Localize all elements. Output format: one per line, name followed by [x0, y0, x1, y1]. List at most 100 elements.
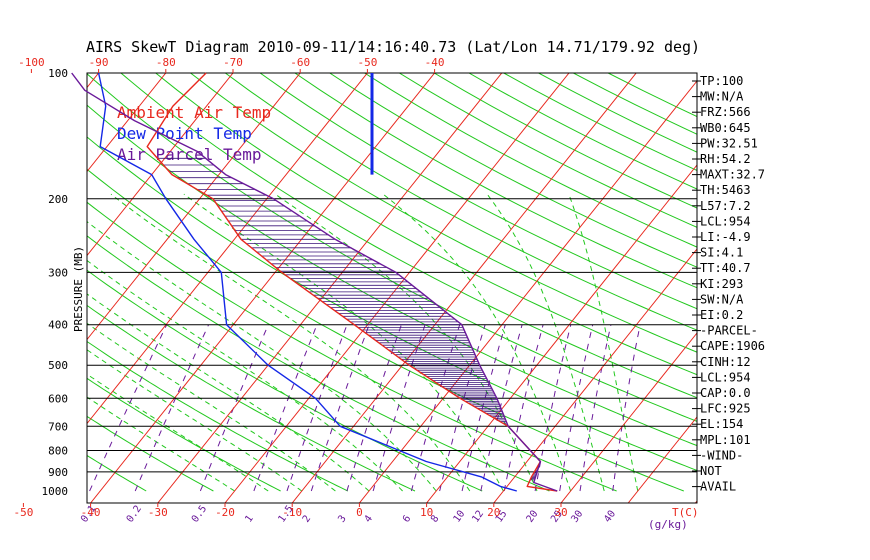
pressure-tick-label: 200 [48, 193, 68, 206]
plot-frame [86, 72, 698, 504]
index-label: -WIND- [700, 448, 743, 462]
moist-adiabat [87, 322, 336, 492]
index-label: EL:154 [700, 417, 743, 431]
top-temp-label: -70 [223, 56, 243, 69]
moist-adiabat [382, 193, 572, 492]
index-label: FRZ:566 [700, 105, 751, 119]
moist-adiabat [183, 193, 504, 492]
index-label: TP:100 [700, 74, 743, 88]
pressure-tick-label: 100 [48, 67, 68, 80]
index-label: CAP:0.0 [700, 386, 751, 400]
dry-adiabat [87, 168, 684, 492]
isotherm [426, 164, 697, 503]
mixing-ratio-line [253, 324, 318, 492]
dry-adiabat [87, 304, 416, 492]
bottom-temp-label: 0 [356, 506, 363, 519]
background-grid [0, 73, 697, 503]
legend-dew-point-temp: Dew Point Temp [117, 124, 252, 143]
index-label: SI:4.1 [700, 246, 743, 260]
mixing-ratio-label: 20 [525, 509, 541, 525]
index-label: TH:5463 [700, 183, 751, 197]
dry-adiabat [155, 73, 697, 376]
top-temp-ticks: -120-110-100-90-80-70-60-50-40 [18, 56, 445, 73]
mixing-ratio-unit: (g/kg) [648, 518, 688, 531]
top-temp-label: -100 [18, 56, 45, 69]
isotherm [87, 73, 234, 257]
dry-adiabat [87, 340, 349, 492]
pressure-tick-label: 1000 [42, 485, 69, 498]
chart-title: AIRS SkewT Diagram 2010-09-11/14:16:40.7… [86, 38, 700, 56]
isotherm [0, 73, 31, 503]
isotherm [493, 248, 697, 503]
index-label: TT:40.7 [700, 261, 751, 275]
bottom-temp-label: 30 [554, 506, 567, 519]
bottom-temp-label: -50 [13, 506, 33, 519]
index-label: NOT [700, 464, 722, 478]
isotherm [560, 332, 697, 503]
bottom-temp-label: -30 [148, 506, 168, 519]
index-label: MW:N/A [700, 90, 744, 104]
isotherm [627, 416, 697, 503]
moist-adiabat [87, 221, 437, 492]
ambient-air-temp-line [146, 72, 558, 492]
mixing-ratio-label: 4 [363, 513, 375, 524]
dry-adiabat [468, 73, 697, 190]
temp-unit-label: T(C) [672, 506, 699, 519]
index-label: RH:54.2 [700, 152, 751, 166]
mixing-ratio-line [89, 324, 168, 492]
dry-adiabat [87, 269, 483, 492]
mixing-ratio-label: 30 [569, 509, 585, 525]
bottom-temp-label: -10 [282, 506, 302, 519]
dry-adiabat [0, 73, 12, 491]
pressure-tick-label: 500 [48, 359, 68, 372]
bottom-temp-label: 10 [420, 506, 433, 519]
top-temp-label: -60 [290, 56, 310, 69]
pressure-tick-label: 600 [48, 392, 68, 405]
isotherm [291, 73, 637, 503]
isotherm [157, 73, 503, 503]
dry-adiabat [225, 73, 697, 331]
pressure-tick-label: 800 [48, 445, 68, 458]
mixing-ratio-label: 3 [336, 513, 348, 524]
y-axis-label: PRESSURE (MB) [72, 246, 85, 332]
dry-adiabat [259, 73, 697, 310]
index-label: WB0:645 [700, 121, 751, 135]
index-label: LFC:925 [700, 402, 751, 416]
legend-ambient-air-temp: Ambient Air Temp [117, 103, 271, 122]
index-label: AVAIL [700, 480, 736, 494]
dew-point-temp-line [97, 72, 517, 492]
mixing-ratio-label: 0.5 [190, 504, 209, 525]
bottom-temp-label: -40 [81, 506, 101, 519]
index-label: -PARCEL- [700, 324, 758, 338]
index-label: CINH:12 [700, 355, 751, 369]
dry-adiabat [190, 73, 697, 353]
dry-adiabat [87, 377, 281, 492]
mixing-ratio-label: 6 [401, 513, 413, 524]
mixing-ratio-line [534, 324, 572, 492]
mixing-ratio-label: 40 [602, 509, 618, 525]
moist-adiabat [568, 194, 639, 492]
isotherm [87, 73, 167, 173]
mixing-ratio-line [286, 324, 348, 492]
bottom-temp-label: 20 [487, 506, 500, 519]
pressure-tick-label: 900 [48, 466, 68, 479]
top-temp-label: -80 [156, 56, 176, 69]
mixing-ratio-line [579, 324, 612, 492]
legend-air-parcel-temp: Air Parcel Temp [117, 145, 262, 164]
dry-adiabat [364, 73, 697, 248]
moist-adiabat [486, 193, 605, 492]
dry-adiabat [87, 454, 147, 492]
top-temp-label: -50 [357, 56, 377, 69]
index-label: SW:N/A [700, 292, 744, 306]
moist-adiabat [87, 396, 235, 492]
mixing-ratio-label: 12 [470, 509, 486, 525]
index-label: PW:32.51 [700, 136, 758, 150]
isotherm [90, 73, 435, 503]
mixing-ratio-label: 8 [429, 513, 441, 524]
dry-adiabat [87, 235, 550, 492]
index-label: KI:293 [700, 277, 743, 291]
index-label: MAXT:32.7 [700, 168, 765, 182]
dry-adiabat [120, 73, 697, 399]
